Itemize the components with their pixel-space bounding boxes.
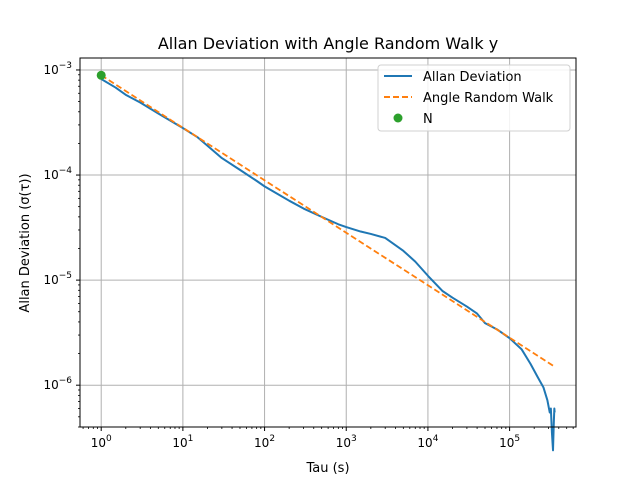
legend-label: N [423, 112, 433, 127]
allan-deviation-line [100, 78, 556, 452]
legend-label: Angle Random Walk [423, 91, 554, 106]
legend-label: Allan Deviation [423, 70, 522, 85]
y-axis-label: Allan Deviation (σ(τ)) [18, 173, 33, 312]
series-layer [96, 70, 556, 452]
legend: Allan Deviation Angle Random Walk N [377, 64, 571, 132]
x-tick-label: 104 [417, 434, 438, 450]
legend-box [377, 64, 571, 132]
x-tick-label: 101 [172, 434, 193, 450]
y-ticks: 10−3 10−4 10−5 10−6 [43, 61, 80, 428]
y-tick-label: 10−6 [43, 376, 72, 392]
x-tick-label: 105 [499, 434, 520, 450]
n-marker [96, 70, 106, 80]
x-ticks: 100 101 102 103 104 105 [82, 427, 574, 450]
y-tick-label: 10−4 [43, 166, 72, 182]
legend-marker [393, 113, 403, 123]
x-tick-label: 102 [254, 434, 275, 450]
y-tick-label: 10−3 [43, 61, 72, 77]
x-tick-label: 103 [336, 434, 357, 450]
y-tick-label: 10−5 [43, 271, 72, 287]
x-axis-label: Tau (s) [305, 461, 349, 476]
x-tick-label: 100 [91, 434, 112, 450]
chart-title: Allan Deviation with Angle Random Walk y [158, 34, 498, 53]
